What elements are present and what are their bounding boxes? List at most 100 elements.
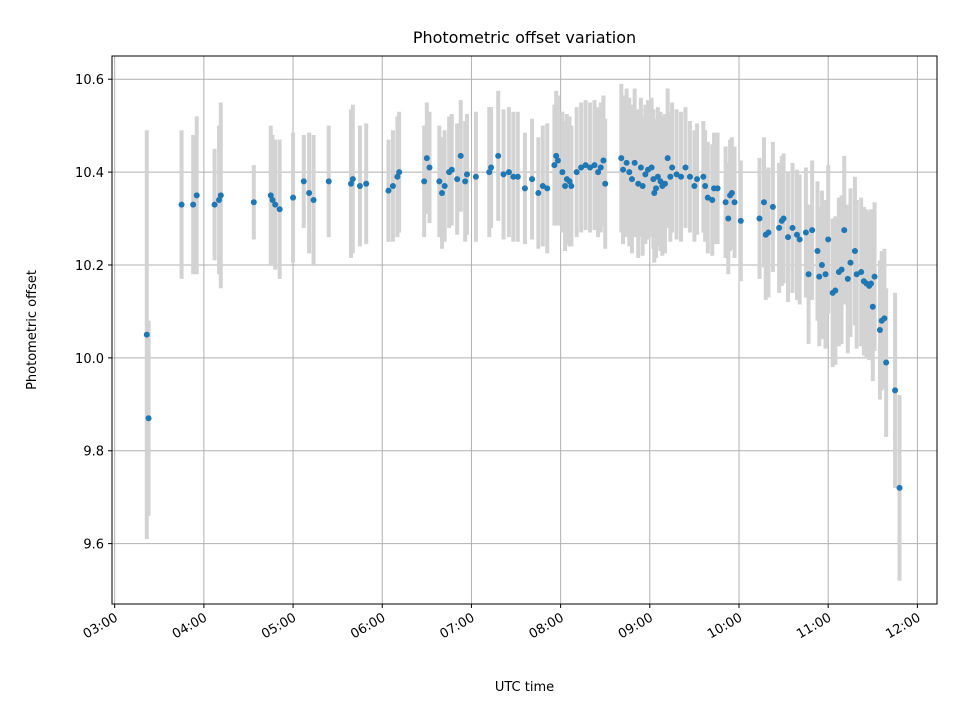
x-tick-label: 10:00: [705, 610, 745, 642]
data-point: [648, 164, 655, 171]
data-point: [591, 162, 598, 169]
data-point: [495, 152, 502, 159]
data-point: [651, 190, 658, 196]
data-point: [691, 183, 698, 190]
data-point: [462, 178, 469, 185]
data-point: [349, 176, 356, 183]
data-point: [325, 178, 332, 185]
data-point: [838, 266, 845, 273]
data-point: [818, 261, 825, 268]
data-point: [731, 199, 738, 206]
data-point: [190, 201, 197, 208]
data-point: [700, 173, 707, 180]
data-point: [500, 171, 507, 178]
plot-frame: [111, 55, 938, 605]
data-point: [578, 164, 585, 171]
x-tick-label: 07:00: [437, 610, 477, 642]
data-point: [667, 173, 674, 180]
data-point: [858, 268, 865, 275]
data-point: [276, 206, 283, 213]
data-point: [514, 173, 521, 180]
data-point: [805, 271, 812, 278]
data-point: [535, 190, 542, 196]
data-point: [394, 173, 401, 180]
data-point: [673, 171, 680, 178]
data-point: [551, 162, 558, 169]
data-point: [554, 157, 561, 164]
data-point: [642, 171, 649, 178]
data-point: [853, 271, 860, 278]
data-point: [851, 248, 858, 255]
data-point: [844, 275, 851, 282]
x-tick-label: 11:00: [794, 610, 834, 642]
data-point: [822, 271, 829, 278]
data-point: [178, 201, 185, 208]
x-tick-label: 09:00: [616, 610, 656, 642]
data-point: [637, 164, 644, 171]
data-point: [796, 236, 803, 243]
y-tick-label: 10.4: [75, 166, 104, 181]
y-tick-label: 10.0: [75, 352, 104, 367]
errorbar-layer: [144, 83, 902, 581]
y-tick-label: 10.2: [75, 259, 104, 274]
data-point: [573, 169, 580, 176]
y-tick-label: 9.6: [83, 538, 104, 553]
x-tick-label: 05:00: [259, 610, 299, 642]
data-point: [702, 183, 709, 190]
data-point: [454, 176, 461, 183]
data-point: [756, 215, 763, 222]
data-point: [776, 224, 783, 231]
data-point: [869, 303, 876, 310]
data-point: [356, 183, 363, 190]
data-point: [267, 192, 274, 199]
data-point: [769, 203, 776, 210]
data-point: [505, 169, 512, 176]
data-point: [841, 227, 848, 234]
data-point: [348, 180, 355, 187]
data-point: [793, 231, 800, 238]
data-point: [269, 196, 276, 203]
y-tick-label: 9.8: [83, 445, 104, 460]
data-point: [722, 199, 729, 206]
data-point: [602, 180, 609, 187]
data-point: [559, 169, 566, 176]
data-point: [463, 171, 470, 178]
data-point: [363, 180, 370, 187]
data-point: [290, 194, 297, 201]
data-point: [423, 155, 430, 162]
data-point: [678, 173, 685, 180]
data-point: [892, 387, 899, 394]
x-tick-label: 04:00: [170, 610, 210, 642]
data-point: [539, 183, 546, 190]
data-point: [653, 185, 660, 192]
data-point: [847, 259, 854, 266]
data-point: [737, 217, 744, 224]
data-point: [686, 173, 693, 180]
data-point: [436, 178, 443, 185]
data-point: [597, 164, 604, 171]
data-point: [626, 169, 633, 176]
data-point: [306, 190, 313, 196]
data-point: [486, 169, 493, 176]
data-point: [310, 196, 317, 203]
data-point: [682, 164, 689, 171]
data-point: [250, 199, 257, 206]
data-point: [544, 185, 551, 192]
data-point: [272, 201, 279, 208]
data-point: [600, 157, 607, 164]
data-point: [568, 183, 575, 190]
data-point: [618, 155, 625, 162]
data-point: [193, 192, 200, 199]
point-layer: [143, 152, 903, 491]
data-point: [635, 180, 642, 187]
y-tick-label: 10.6: [75, 73, 104, 88]
data-point: [714, 185, 721, 192]
data-point: [825, 236, 832, 243]
data-point: [143, 331, 150, 338]
data-point: [385, 187, 392, 194]
data-point: [620, 166, 627, 173]
data-point: [650, 176, 657, 183]
data-point: [760, 199, 767, 206]
